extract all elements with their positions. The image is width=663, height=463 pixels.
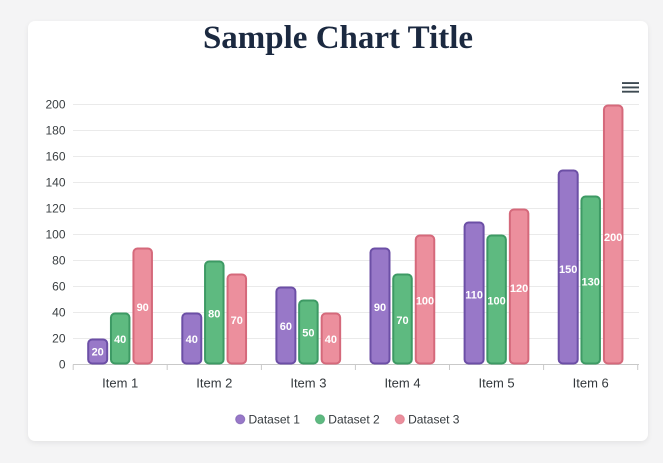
svg-text:0: 0 (59, 358, 66, 372)
svg-text:90: 90 (137, 302, 149, 314)
svg-text:200: 200 (604, 232, 622, 244)
svg-text:160: 160 (45, 150, 65, 164)
svg-text:200: 200 (45, 98, 65, 112)
svg-text:Dataset 3: Dataset 3 (408, 412, 460, 426)
svg-text:130: 130 (582, 277, 600, 289)
svg-text:80: 80 (208, 308, 220, 320)
svg-text:Item 5: Item 5 (479, 376, 515, 391)
svg-text:150: 150 (559, 264, 577, 276)
svg-text:80: 80 (52, 254, 66, 268)
svg-text:Item 3: Item 3 (290, 376, 326, 391)
svg-text:100: 100 (45, 228, 65, 242)
svg-text:Dataset 1: Dataset 1 (249, 412, 301, 426)
svg-text:Item 2: Item 2 (196, 376, 232, 391)
svg-text:70: 70 (231, 315, 243, 327)
svg-text:40: 40 (52, 306, 66, 320)
svg-text:100: 100 (416, 296, 434, 308)
svg-text:20: 20 (52, 332, 66, 346)
svg-text:90: 90 (374, 302, 386, 314)
svg-text:40: 40 (186, 334, 198, 346)
svg-text:50: 50 (302, 328, 314, 340)
svg-text:40: 40 (325, 334, 337, 346)
svg-text:60: 60 (52, 280, 66, 294)
svg-text:100: 100 (487, 296, 505, 308)
svg-text:60: 60 (280, 321, 292, 333)
svg-text:70: 70 (396, 315, 408, 327)
svg-text:Item 1: Item 1 (102, 376, 138, 391)
svg-text:110: 110 (465, 289, 483, 301)
svg-text:Dataset 2: Dataset 2 (328, 412, 380, 426)
svg-text:180: 180 (45, 124, 65, 138)
svg-text:120: 120 (510, 283, 528, 295)
svg-text:Item 6: Item 6 (573, 376, 609, 391)
svg-text:140: 140 (45, 176, 65, 190)
svg-text:120: 120 (45, 202, 65, 216)
svg-text:Item 4: Item 4 (384, 376, 420, 391)
svg-text:20: 20 (92, 347, 104, 359)
svg-text:40: 40 (114, 334, 126, 346)
